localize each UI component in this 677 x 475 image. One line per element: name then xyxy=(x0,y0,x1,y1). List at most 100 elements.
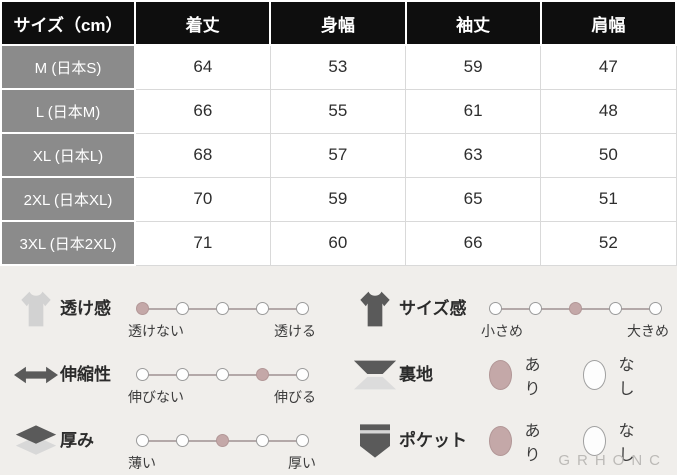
scale-dot xyxy=(296,301,309,315)
size-row: 3XL (日本2XL) 71 60 66 52 xyxy=(0,220,677,266)
size-cell: 55 xyxy=(269,88,407,134)
rating-scale: 伸びない 伸びる xyxy=(128,367,316,405)
scale-labels: 伸びない 伸びる xyxy=(128,387,316,405)
column-header: 肩幅 xyxy=(539,0,677,46)
binary-indicator: あり なし xyxy=(489,351,677,399)
scale-dot xyxy=(136,367,149,381)
size-cell: 59 xyxy=(269,176,407,222)
size-row: 2XL (日本XL) 70 59 65 51 xyxy=(0,176,677,222)
scale-min-label: 薄い xyxy=(128,454,156,471)
attribute-section: 透け感 透けない 透ける 伸縮性 伸びない 伸びる 厚み 薄い 厚い サイズ感 小さめ 大きめ 裏地あ… xyxy=(0,266,677,475)
attribute-column-right: サイズ感 小さめ 大きめ 裏地 あり なし ポケット あり なし xyxy=(339,282,677,475)
size-cell: 66 xyxy=(134,88,271,134)
attribute-label: 伸縮性 xyxy=(60,365,111,384)
size-cell: 50 xyxy=(540,132,677,178)
size-cell: 71 xyxy=(134,220,271,266)
scale-dots xyxy=(489,301,662,316)
size-cell: 60 xyxy=(269,220,407,266)
stretch-arrows-icon xyxy=(12,363,60,387)
option-label: なし xyxy=(618,423,635,464)
attribute-row: 裏地 あり なし xyxy=(351,348,677,402)
column-header: 身幅 xyxy=(269,0,407,46)
scale-min-label: 透けない xyxy=(128,322,184,339)
binary-indicator: あり なし xyxy=(489,417,677,465)
pocket-icon xyxy=(351,419,399,463)
size-cell: 68 xyxy=(134,132,271,178)
row-header: L (日本M) xyxy=(0,88,136,134)
column-header: 着丈 xyxy=(133,0,272,46)
size-cell: 70 xyxy=(134,176,271,222)
layers-icon xyxy=(12,422,60,460)
scale-dot xyxy=(296,433,309,447)
size-cell: 51 xyxy=(540,176,677,222)
rating-scale: 透けない 透ける xyxy=(128,301,316,339)
attribute-column-left: 透け感 透けない 透ける伸縮性 伸びない 伸びる厚み薄い 厚い xyxy=(0,282,339,475)
size-table-header: サイズ（cm） 着丈 身幅 袖丈 肩幅 xyxy=(0,0,677,46)
lining-icon xyxy=(351,357,399,393)
size-cell: 64 xyxy=(134,44,271,90)
attribute-row: ポケット あり なし xyxy=(351,414,677,468)
scale-dot-filled xyxy=(136,301,149,315)
option-circle-selected xyxy=(489,360,513,390)
size-cell: 66 xyxy=(404,220,542,266)
scale-dot-filled xyxy=(216,433,229,447)
scale-dot xyxy=(489,301,502,315)
size-cell: 65 xyxy=(404,176,542,222)
attribute-label: サイズ感 xyxy=(399,299,467,318)
scale-dots xyxy=(136,367,309,382)
size-row: XL (日本L) 68 57 63 50 xyxy=(0,132,677,178)
scale-max-label: 透ける xyxy=(274,322,316,339)
scale-max-label: 厚い xyxy=(288,454,316,471)
attribute-label: 透け感 xyxy=(60,299,111,318)
row-header: 3XL (日本2XL) xyxy=(0,220,136,266)
option-circle-selected xyxy=(489,426,513,456)
attribute-label: ポケット xyxy=(399,431,467,450)
attribute-row: 透け感 透けない 透ける xyxy=(12,282,339,339)
column-header: 袖丈 xyxy=(404,0,542,46)
scale-min-label: 伸びない xyxy=(128,388,184,405)
size-table: サイズ（cm） 着丈 身幅 袖丈 肩幅 M (日本S) 64 53 59 47 L (日本M) 66… xyxy=(0,0,677,266)
scale-min-label: 小さめ xyxy=(481,322,523,339)
scale-dot xyxy=(296,367,309,381)
scale-max-label: 大きめ xyxy=(627,322,669,339)
scale-dot xyxy=(256,433,269,447)
size-cell: 57 xyxy=(269,132,407,178)
option-label: あり xyxy=(524,423,541,464)
scale-dot xyxy=(649,301,662,315)
scale-dot-filled xyxy=(256,367,269,381)
scale-dot xyxy=(136,433,149,447)
attribute-row: 厚み薄い 厚い xyxy=(12,414,339,471)
scale-dot xyxy=(216,367,229,381)
size-cell: 48 xyxy=(540,88,677,134)
size-row: L (日本M) 66 55 61 48 xyxy=(0,88,677,134)
scale-labels: 透けない 透ける xyxy=(128,321,316,339)
size-cell: 63 xyxy=(404,132,542,178)
scale-dot xyxy=(529,301,542,315)
scale-dots xyxy=(136,301,309,316)
size-cell: 59 xyxy=(404,44,542,90)
tshirt-light-icon xyxy=(12,288,60,330)
option-circle xyxy=(583,426,607,456)
scale-max-label: 伸びる xyxy=(274,388,316,405)
attribute-row: サイズ感 小さめ 大きめ xyxy=(351,282,677,339)
attribute-label: 厚み xyxy=(60,431,94,450)
header-row: サイズ（cm） 着丈 身幅 袖丈 肩幅 xyxy=(0,0,677,46)
attribute-row: 伸縮性 伸びない 伸びる xyxy=(12,348,339,405)
row-header: 2XL (日本XL) xyxy=(0,176,136,222)
rating-scale: 薄い 厚い xyxy=(128,433,316,471)
scale-dot xyxy=(609,301,622,315)
scale-dot xyxy=(176,301,189,315)
size-table-body: M (日本S) 64 53 59 47 L (日本M) 66 55 61 48 XL (日本L) 68… xyxy=(0,44,677,266)
scale-dot xyxy=(216,301,229,315)
tshirt-dark-icon xyxy=(351,288,399,330)
scale-labels: 薄い 厚い xyxy=(128,453,316,471)
size-unit-header: サイズ（cm） xyxy=(0,0,136,46)
attribute-label: 裏地 xyxy=(399,365,433,384)
scale-dot-filled xyxy=(569,301,582,315)
row-header: M (日本S) xyxy=(0,44,136,90)
scale-dots xyxy=(136,433,309,448)
size-cell: 52 xyxy=(540,220,677,266)
option-label: あり xyxy=(524,357,541,398)
brand-watermark: GRHONC xyxy=(558,452,667,469)
